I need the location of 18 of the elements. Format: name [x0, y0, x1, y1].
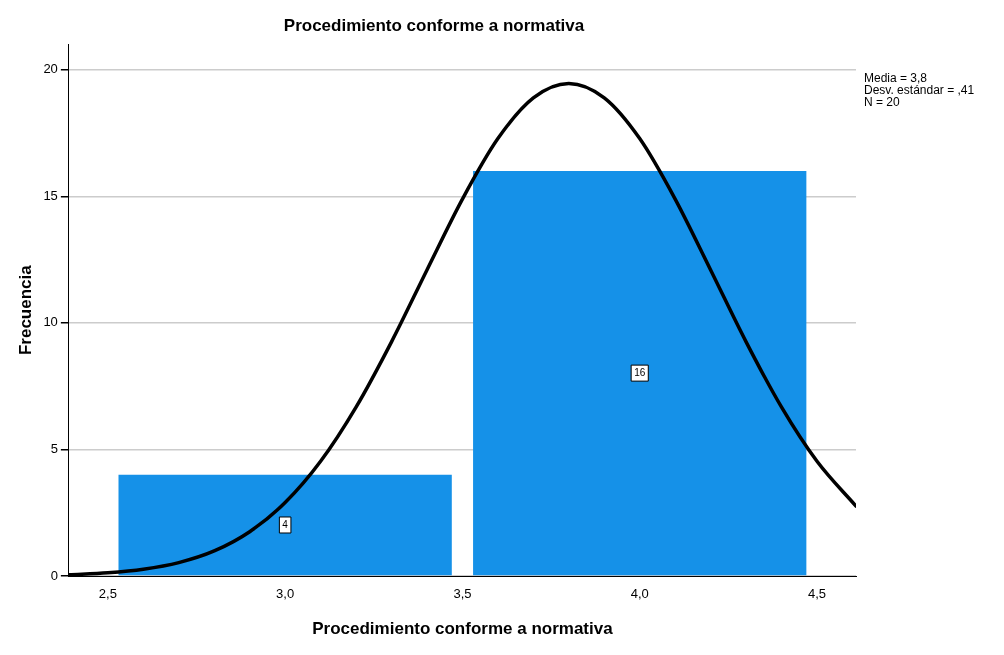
x-tick-label: 2,5: [98, 586, 117, 602]
text: Desv. estándar = ,41: [864, 82, 975, 97]
y-tick-label: 10: [43, 314, 58, 330]
text: N = 20: [864, 94, 901, 109]
text: Media = 3,8: [864, 70, 928, 85]
x-tick-label: 3,0: [276, 586, 295, 602]
x-tick-label: 4,0: [630, 586, 649, 602]
chart-title: Procedimiento conforme a normativa: [283, 15, 585, 35]
x-axis-title: Procedimiento conforme a normativa: [312, 619, 614, 639]
y-tick-label: 20: [43, 61, 58, 77]
y-tick-label: 0: [50, 567, 58, 583]
y-tick-label: 15: [43, 187, 58, 203]
y-tick-label: 5: [50, 441, 58, 457]
y-axis-title: Frecuencia: [15, 264, 35, 356]
data-label: 16: [634, 366, 646, 378]
x-tick-label: 3,5: [453, 586, 472, 602]
data-label: 4: [282, 518, 289, 530]
x-tick-label: 4,5: [807, 586, 827, 602]
